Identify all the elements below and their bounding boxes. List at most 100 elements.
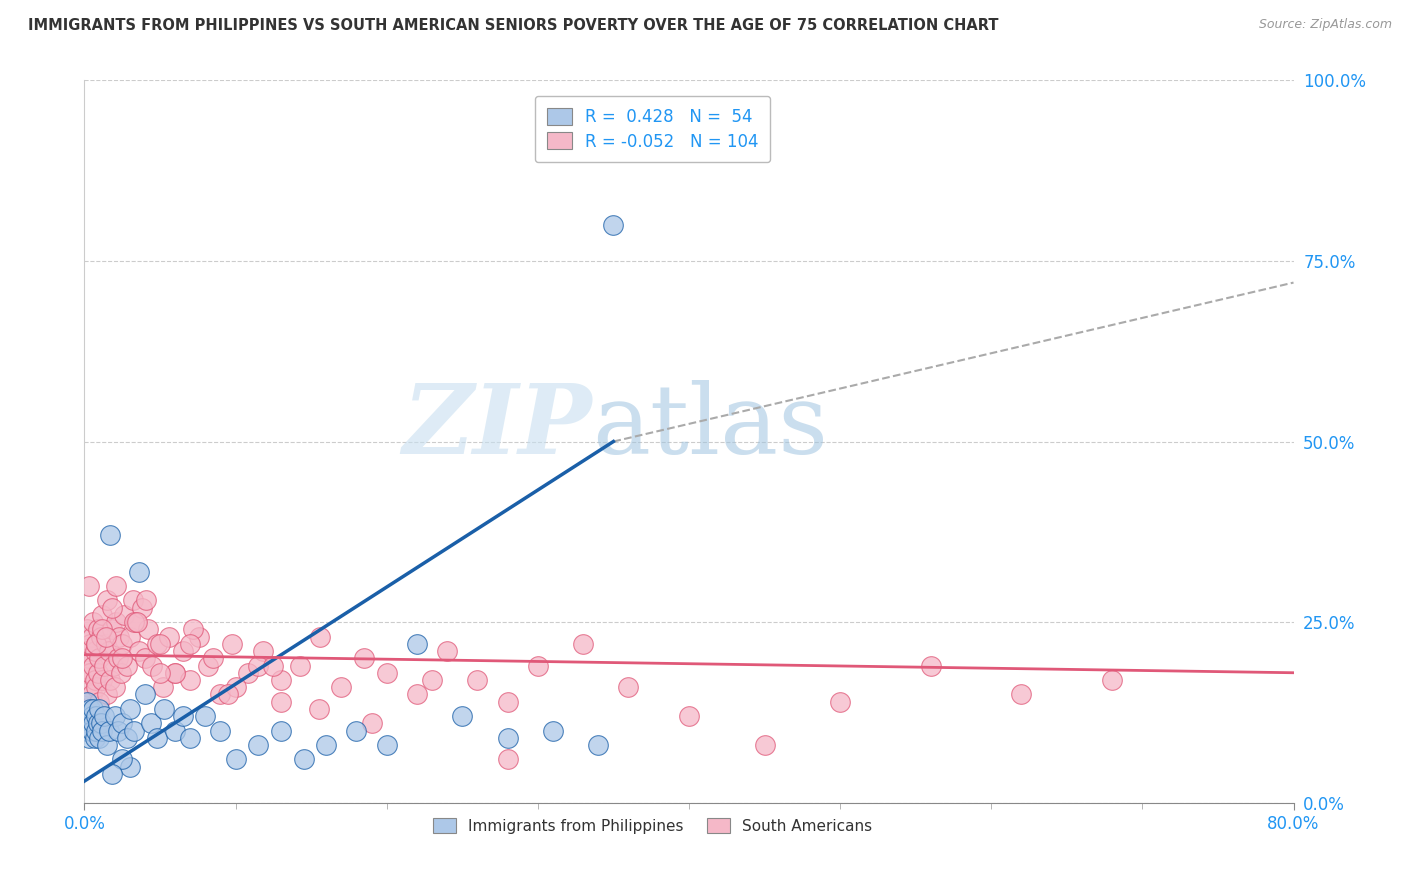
Point bbox=[76, 695, 98, 709]
Point bbox=[82, 658, 104, 673]
Point bbox=[105, 579, 128, 593]
Point bbox=[118, 630, 141, 644]
Point bbox=[89, 702, 111, 716]
Point bbox=[115, 731, 138, 745]
Text: atlas: atlas bbox=[592, 380, 828, 474]
Point bbox=[188, 630, 211, 644]
Point bbox=[89, 731, 111, 745]
Point bbox=[602, 218, 624, 232]
Point bbox=[209, 687, 232, 701]
Point bbox=[94, 637, 117, 651]
Point bbox=[91, 607, 114, 622]
Point bbox=[141, 658, 163, 673]
Point bbox=[82, 615, 104, 630]
Point bbox=[84, 723, 107, 738]
Point bbox=[290, 658, 312, 673]
Point bbox=[131, 600, 153, 615]
Point bbox=[165, 665, 187, 680]
Point bbox=[86, 637, 108, 651]
Point bbox=[149, 637, 172, 651]
Point bbox=[86, 723, 108, 738]
Point bbox=[157, 630, 180, 644]
Point bbox=[149, 665, 172, 680]
Point bbox=[420, 673, 443, 687]
Point bbox=[467, 673, 489, 687]
Point bbox=[79, 637, 101, 651]
Text: Source: ZipAtlas.com: Source: ZipAtlas.com bbox=[1258, 18, 1392, 31]
Point bbox=[84, 673, 107, 687]
Text: ZIP: ZIP bbox=[402, 380, 592, 474]
Point bbox=[80, 687, 103, 701]
Point bbox=[134, 651, 156, 665]
Point bbox=[76, 665, 98, 680]
Point bbox=[1011, 687, 1033, 701]
Point bbox=[678, 709, 700, 723]
Point bbox=[111, 752, 134, 766]
Point bbox=[197, 658, 219, 673]
Point bbox=[87, 665, 110, 680]
Point bbox=[527, 658, 550, 673]
Point bbox=[406, 687, 429, 701]
Point bbox=[375, 738, 398, 752]
Point bbox=[80, 630, 103, 644]
Point bbox=[406, 637, 429, 651]
Point bbox=[96, 738, 118, 752]
Point bbox=[201, 651, 224, 665]
Point bbox=[98, 673, 121, 687]
Point bbox=[86, 709, 108, 723]
Point bbox=[309, 630, 332, 644]
Point bbox=[920, 658, 942, 673]
Point bbox=[179, 637, 201, 651]
Point bbox=[86, 637, 108, 651]
Point bbox=[221, 637, 243, 651]
Point bbox=[111, 651, 134, 665]
Point bbox=[247, 738, 270, 752]
Point bbox=[139, 716, 162, 731]
Point bbox=[617, 680, 640, 694]
Point bbox=[84, 731, 107, 745]
Point bbox=[135, 593, 157, 607]
Point bbox=[76, 623, 98, 637]
Point bbox=[136, 623, 159, 637]
Point bbox=[118, 702, 141, 716]
Point bbox=[572, 637, 595, 651]
Point bbox=[262, 658, 284, 673]
Point bbox=[451, 709, 474, 723]
Point bbox=[360, 716, 382, 731]
Point bbox=[270, 723, 292, 738]
Point bbox=[179, 673, 201, 687]
Point bbox=[110, 665, 132, 680]
Point bbox=[94, 630, 117, 644]
Point bbox=[270, 673, 292, 687]
Point bbox=[79, 665, 101, 680]
Point bbox=[496, 695, 519, 709]
Point bbox=[152, 680, 174, 694]
Point bbox=[90, 716, 112, 731]
Point bbox=[496, 731, 519, 745]
Point bbox=[112, 607, 135, 622]
Point bbox=[87, 623, 110, 637]
Point bbox=[225, 752, 247, 766]
Point bbox=[97, 723, 120, 738]
Point bbox=[84, 644, 107, 658]
Point bbox=[96, 687, 118, 701]
Point bbox=[209, 723, 232, 738]
Point bbox=[97, 644, 120, 658]
Point bbox=[194, 709, 217, 723]
Point bbox=[436, 644, 458, 658]
Point bbox=[77, 579, 100, 593]
Point bbox=[375, 665, 398, 680]
Point bbox=[77, 731, 100, 745]
Point bbox=[77, 651, 100, 665]
Point bbox=[76, 723, 98, 738]
Point bbox=[134, 687, 156, 701]
Point bbox=[179, 731, 201, 745]
Point bbox=[111, 716, 134, 731]
Point bbox=[100, 600, 122, 615]
Point bbox=[108, 630, 131, 644]
Point bbox=[91, 623, 114, 637]
Point bbox=[146, 637, 169, 651]
Point bbox=[146, 731, 169, 745]
Point bbox=[90, 630, 112, 644]
Point bbox=[754, 738, 776, 752]
